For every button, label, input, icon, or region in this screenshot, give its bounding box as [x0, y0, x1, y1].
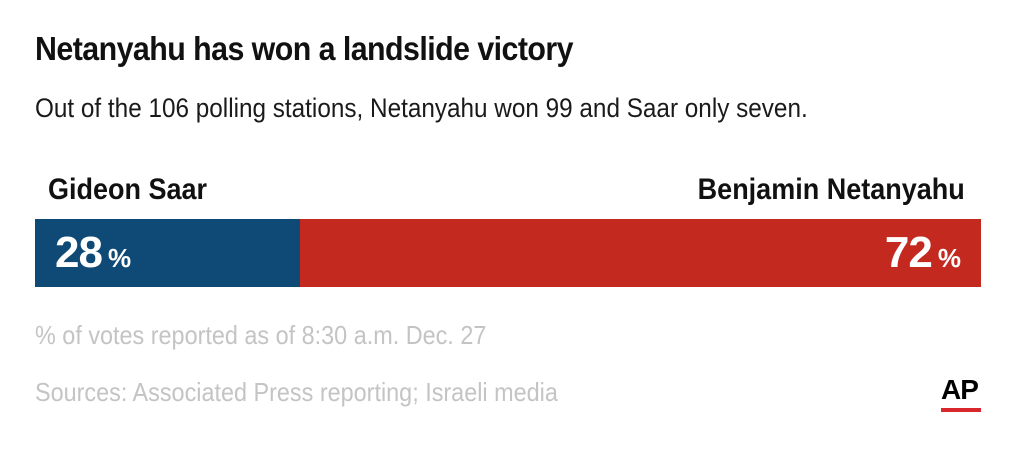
value-saar: 28: [55, 228, 103, 277]
bar-segment-saar: 28%: [35, 219, 300, 287]
stacked-vote-bar: 28% 72%: [35, 219, 981, 287]
value-netanyahu: 72: [884, 228, 933, 277]
candidate-label-saar: Gideon Saar: [48, 173, 208, 206]
reporting-note: % of votes reported as of 8:30 a.m. Dec.…: [35, 320, 487, 350]
unit-netanyahu: %: [937, 243, 961, 273]
chart-title: Netanyahu has won a landslide victory: [35, 30, 574, 67]
ap-logo-underline: [941, 408, 981, 412]
bar-segment-netanyahu: 72%: [299, 219, 981, 287]
data-label-netanyahu: 72%: [885, 228, 961, 278]
data-label-saar: 28%: [55, 228, 131, 278]
sources-note: Sources: Associated Press reporting; Isr…: [35, 377, 558, 407]
chart-subtitle: Out of the 106 polling stations, Netanya…: [35, 93, 808, 123]
candidate-label-netanyahu: Benjamin Netanyahu: [697, 173, 965, 206]
ap-logo: AP: [941, 376, 983, 412]
unit-saar: %: [107, 243, 132, 273]
ap-logo-text: AP: [941, 374, 979, 405]
